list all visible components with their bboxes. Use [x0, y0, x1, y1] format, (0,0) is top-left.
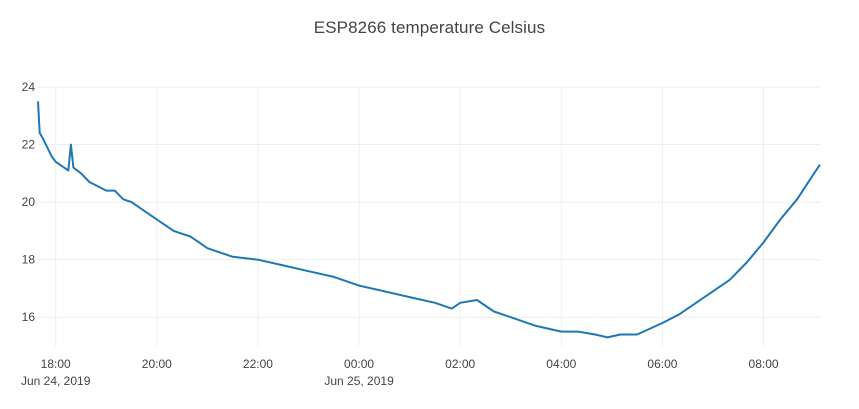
y-tick-label: 18 — [22, 253, 36, 267]
x-tick-date-label: Jun 25, 2019 — [324, 374, 394, 388]
x-tick-label: 18:00 — [41, 357, 71, 371]
x-tick-label: 22:00 — [243, 357, 273, 371]
x-tick-label: 06:00 — [647, 357, 677, 371]
y-tick-label: 24 — [22, 80, 36, 94]
x-tick-label: 04:00 — [546, 357, 576, 371]
x-tick-date-label: Jun 24, 2019 — [21, 374, 91, 388]
x-tick-label: 20:00 — [142, 357, 172, 371]
y-tick-label: 22 — [22, 138, 36, 152]
series-line — [37, 101, 821, 339]
chart-title: ESP8266 temperature Celsius — [313, 18, 546, 37]
x-tick-label: 02:00 — [445, 357, 475, 371]
y-tick-label: 20 — [22, 195, 36, 209]
x-tick-label: 08:00 — [749, 357, 779, 371]
x-tick-label: 00:00 — [344, 357, 374, 371]
y-tick-label: 16 — [22, 310, 36, 324]
